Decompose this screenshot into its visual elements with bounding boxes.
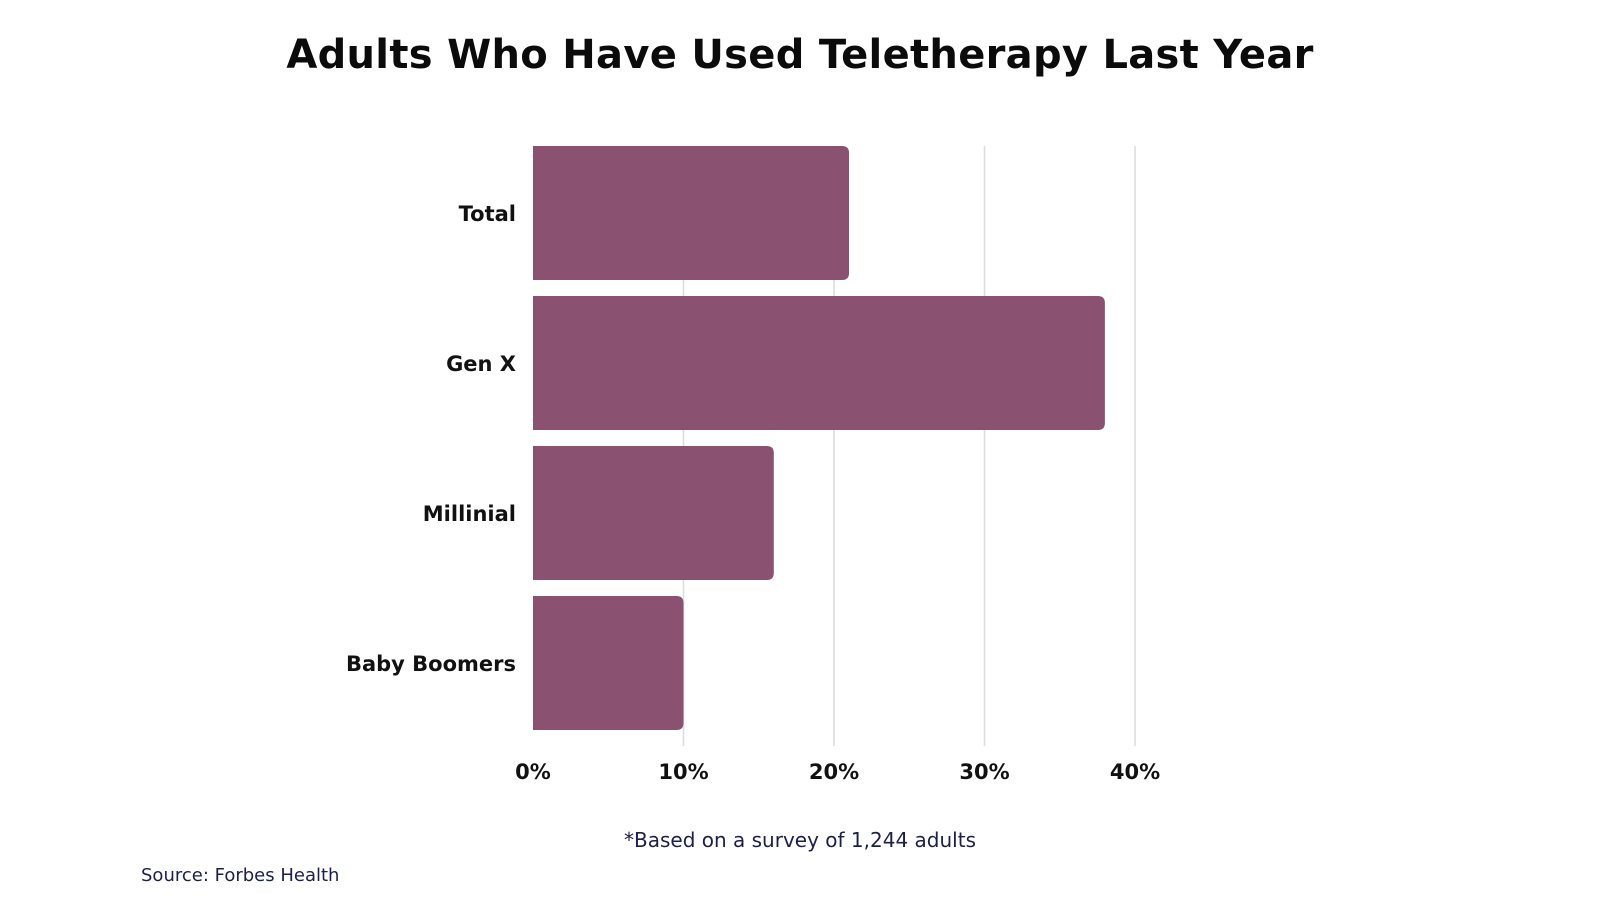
bar-total <box>533 146 850 280</box>
x-tick-label: 40% <box>1110 760 1160 784</box>
category-label: Total <box>459 202 516 226</box>
bar-baby-boomers <box>533 596 684 730</box>
chart-title: Adults Who Have Used Teletherapy Last Ye… <box>286 32 1314 78</box>
bar-millinial <box>533 446 774 580</box>
category-label: Baby Boomers <box>346 652 516 676</box>
source-note: Source: Forbes Health <box>141 865 340 886</box>
x-tick-label: 10% <box>658 760 708 784</box>
x-tick-label: 30% <box>959 760 1009 784</box>
x-tick-label: 20% <box>809 760 859 784</box>
bar-gen-x <box>533 296 1105 430</box>
x-tick-label: 0% <box>515 760 551 784</box>
category-label: Gen X <box>446 352 516 376</box>
category-label: Millinial <box>423 502 516 526</box>
survey-footnote: *Based on a survey of 1,244 adults <box>624 828 976 852</box>
